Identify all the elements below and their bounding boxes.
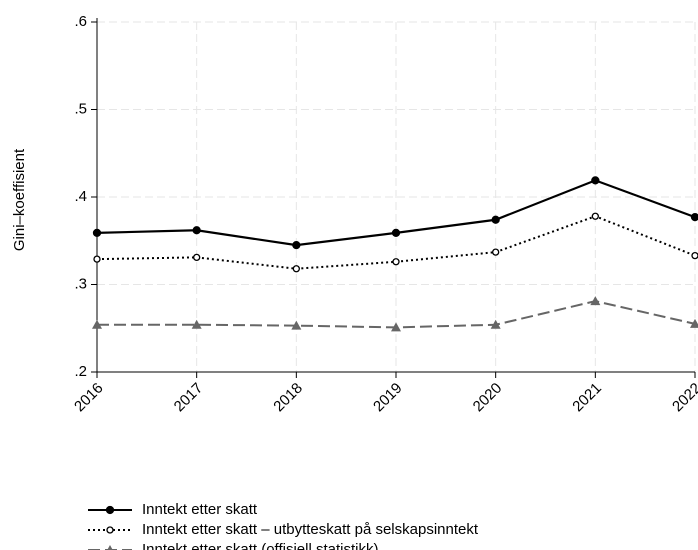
point [106, 526, 114, 534]
point [492, 248, 500, 256]
x-tick-label: 2022 [669, 380, 698, 416]
x-tick-label: 2016 [71, 380, 107, 416]
point [93, 255, 101, 263]
point [292, 240, 301, 250]
point [690, 318, 698, 328]
point [591, 212, 599, 220]
point [490, 319, 501, 329]
legend-label: Inntekt etter skatt [142, 501, 258, 518]
y-axis-label: Gini–koeffisient [11, 148, 28, 251]
y-tick-label: .6 [74, 13, 87, 30]
point [105, 505, 115, 515]
point [291, 320, 302, 330]
y-tick-label: .5 [74, 100, 87, 117]
point [193, 253, 201, 262]
x-tick-label: 2017 [171, 380, 207, 416]
y-tick-label: .2 [74, 363, 87, 380]
point [392, 258, 400, 266]
legend-label: Inntekt etter skatt – utbytteskatt på se… [142, 521, 479, 538]
point [591, 176, 600, 185]
point [391, 322, 401, 332]
y-tick-label: .3 [74, 275, 87, 292]
point [690, 212, 698, 222]
point [292, 265, 300, 273]
point [92, 319, 102, 329]
point [92, 228, 102, 238]
point [107, 545, 113, 550]
point [191, 319, 202, 329]
x-tick-label: 2021 [569, 380, 605, 416]
x-tick-label: 2018 [270, 380, 306, 416]
legend-label: Inntekt etter skatt (offisiell statistik… [142, 541, 378, 550]
point [691, 251, 698, 260]
point [590, 296, 601, 306]
x-tick-label: 2020 [470, 380, 506, 416]
point [491, 215, 500, 224]
x-tick-label: 2019 [370, 380, 406, 416]
y-tick-label: .4 [74, 188, 87, 205]
point [391, 228, 401, 238]
point [192, 226, 201, 235]
